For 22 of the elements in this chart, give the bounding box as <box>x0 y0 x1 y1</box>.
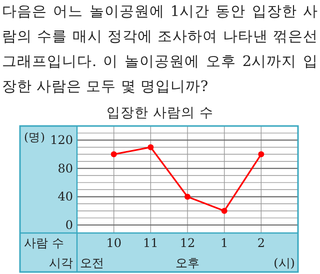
text: 시각 <box>49 256 73 270</box>
x-tick-label: 10 <box>106 236 122 250</box>
question: 다음은 어느 놀이공원에 1시간 동안 입장한 사람의 수를 매시 정각에 조사하여 나타낸 꺾은선그래프입니다. 이 놀이공원에 오후 2시까지 입장한 사람은 모두 몇 명입니까? <box>2 3 318 97</box>
chart-title: 입장한 사람의 수 <box>106 105 214 121</box>
point <box>258 151 264 158</box>
x-tick-label: 1 <box>220 236 228 250</box>
y-tick-label: 80 <box>58 161 73 176</box>
text: 사람 수 <box>24 236 64 250</box>
text: 오후 <box>176 256 200 270</box>
point <box>221 208 228 214</box>
x-tick-label: 11 <box>143 236 158 250</box>
text: (시) <box>274 256 295 270</box>
text: 오전 <box>80 256 104 270</box>
y-tick-label: 0 <box>65 218 73 232</box>
x-tick-label: 12 <box>180 236 196 250</box>
point <box>148 144 154 150</box>
point <box>184 194 190 200</box>
x-tick-label: 2 <box>257 236 265 250</box>
y-tick-label: 120 <box>50 133 73 148</box>
point <box>110 151 117 158</box>
y-axis-title: (명) <box>24 130 45 144</box>
y-tick-label: 40 <box>58 190 73 204</box>
